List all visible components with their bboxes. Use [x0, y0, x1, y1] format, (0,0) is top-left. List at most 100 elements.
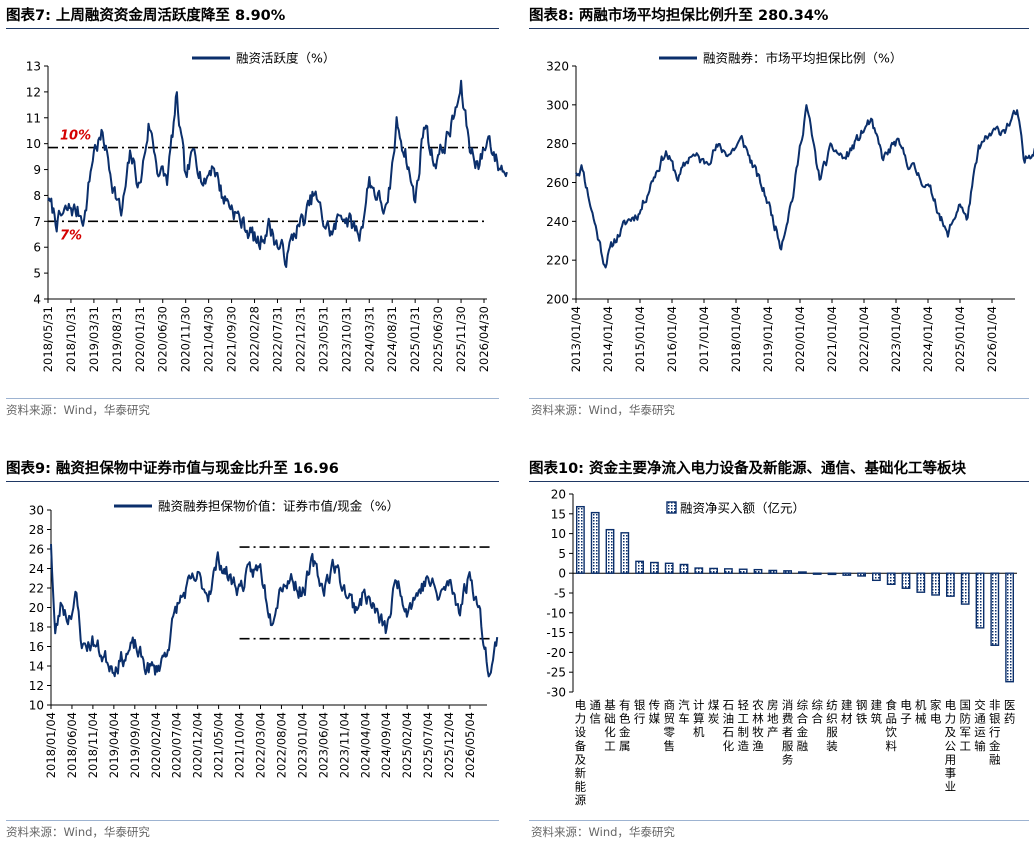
category-label: 建材 [841, 698, 853, 726]
reference-label: 10% [60, 129, 91, 144]
x-tick-label: 2022/12/31 [293, 306, 307, 372]
y-tick-label: -30 [546, 686, 566, 700]
y-tick-label: 240 [546, 215, 569, 229]
x-tick-label: 2024/03/31 [362, 306, 376, 372]
y-tick-label: 7 [33, 215, 41, 229]
y-tick-label: 4 [33, 293, 41, 307]
x-tick-label: 2026/04/30 [477, 306, 491, 372]
category-label: 食品饮料 [885, 698, 897, 753]
y-tick-label: 8 [33, 189, 41, 203]
y-tick-label: 6 [33, 241, 41, 255]
bar [738, 568, 748, 574]
bar [620, 532, 630, 574]
x-tick-label: 2018/01/04 [44, 712, 58, 778]
bar [857, 572, 866, 577]
y-tick-label: 15 [551, 507, 566, 521]
chart-guarantee-ratio: 200 220 240 260 280 300 320 2013/01/04 2014/01/0… [546, 51, 1034, 372]
y-tick-label: 12 [29, 679, 44, 693]
category-label: 综合 [811, 698, 823, 726]
chart-collateral-ratio: 10 12 14 16 18 20 22 24 26 28 30 2018/01/04 2018/06/… [29, 499, 499, 778]
title-rule [6, 481, 499, 482]
y-tick-label: 10 [29, 699, 44, 713]
category-label: 轻工制造 [737, 698, 749, 753]
category-label: 电力及公用事业 [945, 698, 957, 794]
category-label: 机械 [915, 698, 927, 726]
bar [812, 572, 822, 575]
series-line [50, 544, 499, 678]
x-tick-label: 2026/05/04 [463, 712, 477, 778]
legend-label: 融资融券：市场平均担保比例（%） [703, 51, 902, 66]
category-label: 计算机 [693, 698, 705, 739]
y-tick-label: 22 [29, 582, 44, 596]
source-rule [529, 398, 1029, 399]
x-tick-label: 2021/05/04 [212, 712, 226, 778]
x-tick-label: 2023/06/04 [316, 712, 330, 778]
y-tick-label: 14 [29, 660, 44, 674]
x-tick-label: 2022/07/31 [270, 306, 284, 372]
y-tick-label: 5 [33, 267, 41, 281]
category-label: 钢铁 [856, 698, 868, 726]
x-tick-label: 2016/01/04 [665, 306, 679, 372]
panel-net-buy: 图表10: 资金主要净流入电力设备及新能源、通信、基础化工等板块 -30 -25-… [527, 450, 1034, 844]
x-tick-label: 2019/01/04 [761, 306, 775, 372]
source-note: 资料来源：Wind，华泰研究 [531, 825, 675, 839]
x-tick-label: 2023/10/31 [339, 306, 353, 372]
bar [590, 511, 600, 574]
bar [842, 572, 852, 576]
x-tick-label: 2026/01/04 [985, 306, 999, 372]
y-tick-label: 24 [29, 562, 44, 576]
bar [946, 572, 955, 597]
bar [783, 570, 792, 574]
y-tick-label: -15 [546, 626, 566, 640]
x-tick-label: 2020/11/30 [179, 306, 193, 372]
x-tick-label: 2020/02/04 [149, 712, 163, 778]
y-tick-label: 10 [551, 527, 566, 541]
bar [694, 567, 704, 574]
y-tick-label: 28 [29, 523, 44, 537]
panel-title: 图表9: 融资担保物中证券市值与现金比升至 16.96 [6, 461, 339, 477]
y-tick-label: 280 [546, 137, 569, 151]
title-rule [6, 28, 499, 29]
category-label: 汽车 [678, 698, 690, 726]
x-tick-label: 2024/09/04 [379, 712, 393, 778]
bar [1005, 572, 1014, 683]
x-tick-label: 2023/05/31 [316, 306, 330, 372]
category-label: 传媒 [649, 698, 661, 726]
bar [901, 572, 911, 589]
bar [605, 528, 615, 574]
x-tick-label: 2019/04/04 [107, 712, 121, 778]
x-tick-label: 2023/11/04 [337, 712, 351, 778]
category-label: 医药 [1004, 698, 1016, 726]
category-label: 消费者服务 [782, 698, 794, 766]
x-tick-label: 2021/09/30 [225, 306, 239, 372]
bar [768, 569, 778, 574]
y-tick-label: 0 [558, 567, 566, 581]
y-tick-label: 30 [29, 504, 44, 518]
category-label: 建筑 [871, 698, 883, 726]
bar [723, 568, 733, 574]
bar [827, 572, 837, 576]
y-tick-label: 320 [546, 60, 569, 74]
category-label: 农林牧渔 [752, 698, 764, 753]
category-label: 电子 [900, 698, 912, 726]
category-label: 电力设备及新能源 [575, 698, 587, 807]
x-tick-label: 2025/01/31 [408, 306, 422, 372]
y-tick-label: 12 [26, 85, 41, 99]
panel-collateral-ratio: 图表9: 融资担保物中证券市值与现金比升至 16.96 10 12 14 16 18 20… [0, 450, 505, 844]
category-label: 基础化工 [604, 698, 616, 753]
y-tick-label: 16 [29, 640, 44, 654]
x-tick-label: 2018/05/31 [41, 306, 55, 372]
category-label: 煤炭 [708, 698, 720, 726]
category-label: 石油石化 [723, 698, 735, 753]
x-tick-label: 2022/03/04 [254, 712, 268, 778]
y-tick-label: 260 [546, 176, 569, 190]
legend-label: 融资活跃度（%） [236, 51, 335, 66]
category-label: 交通运输 [974, 698, 986, 753]
x-tick-label: 2025/01/04 [953, 306, 967, 372]
category-label: 家电 [930, 698, 942, 726]
x-tick-label: 2018/01/04 [729, 306, 743, 372]
y-tick-label: 26 [29, 543, 44, 557]
bar [872, 572, 881, 582]
bar [709, 567, 718, 574]
category-label: 银行 [634, 698, 646, 726]
